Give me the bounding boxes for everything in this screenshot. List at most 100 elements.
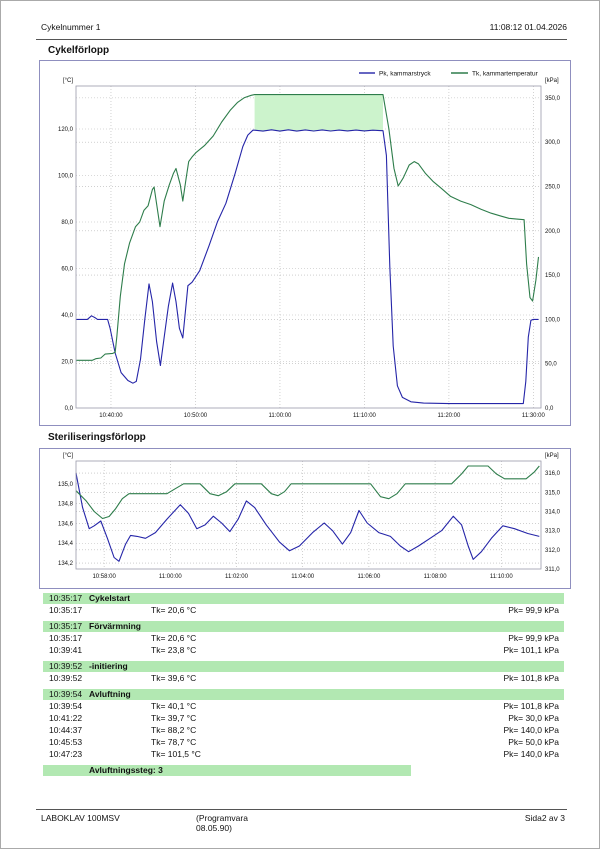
series-line — [76, 94, 540, 361]
log-row-time: 10:39:52 — [49, 673, 83, 683]
device-name: LABOKLAV 100MSV — [41, 813, 120, 823]
sterilization-hold-fill — [254, 94, 383, 132]
x-tick-label: 10:58:00 — [92, 574, 116, 580]
log-phase-band: 10:35:17 Cykelstart — [43, 593, 564, 604]
y-left-tick-label: 60,0 — [61, 267, 73, 273]
log-group: 10:35:17 Cykelstart 10:35:17 Tk= 20,6 °C Pk=… — [36, 593, 567, 616]
log-row-time: 10:41:22 — [49, 713, 83, 723]
log-row-pressure: Pk= 140,0 kPa — [503, 749, 559, 759]
x-tick-label: 11:10:00 — [353, 413, 377, 419]
cycle-log-table: 10:35:17 Cykelstart 10:35:17 Tk= 20,6 °C Pk=… — [36, 593, 567, 776]
plot-frame — [75, 85, 542, 409]
series-line — [75, 472, 540, 562]
y-left-tick-label: 80,0 — [61, 220, 73, 226]
x-tick-label: 10:50:00 — [184, 413, 208, 419]
log-row-temperature: Tk= 40,1 °C — [151, 701, 197, 711]
x-tick-label: 11:06:00 — [357, 574, 381, 580]
log-row: 10:39:41 Tk= 23,8 °C Pk= 101,1 kPa — [36, 644, 567, 656]
y-left-tick-label: 134,6 — [58, 521, 74, 527]
log-group: Avluftningssteg: 3 — [36, 765, 567, 776]
log-phase-band: 10:39:54 Avluftning — [43, 689, 564, 700]
series-line — [76, 129, 539, 405]
x-tick-label: 11:20:00 — [437, 413, 461, 419]
log-row-pressure: Pk= 101,8 kPa — [503, 701, 559, 711]
phase-name: Cykelstart — [89, 593, 131, 603]
x-tick-label: 11:10:00 — [490, 574, 514, 580]
phase-name: Förvärmning — [89, 621, 141, 631]
y-right-tick-label: 0,0 — [545, 406, 554, 412]
y-left-tick-label: 120,0 — [58, 127, 74, 133]
y-right-tick-label: 300,0 — [545, 140, 561, 146]
log-row-temperature: Tk= 39,6 °C — [151, 673, 197, 683]
y-right-tick-label: 150,0 — [545, 273, 561, 279]
log-row-pressure: Pk= 30,0 kPa — [508, 713, 559, 723]
y-left-tick-label: 0,0 — [65, 406, 74, 412]
log-row-temperature: Tk= 20,6 °C — [151, 633, 197, 643]
x-tick-label: 11:08:00 — [424, 574, 448, 580]
log-summary-text: Avluftningssteg: 3 — [89, 765, 163, 775]
y-right-tick-label: 314,0 — [545, 509, 561, 515]
y-right-tick-label: 50,0 — [545, 362, 557, 368]
log-row-time: 10:39:41 — [49, 645, 83, 655]
header-rule — [36, 39, 567, 40]
log-row-time: 10:35:17 — [49, 633, 83, 643]
log-row-temperature: Tk= 101,5 °C — [151, 749, 201, 759]
y-left-tick-label: 134,4 — [58, 541, 74, 547]
cycle-chart-title: Cykelförlopp — [48, 45, 110, 56]
log-row: 10:39:54 Tk= 40,1 °C Pk= 101,8 kPa — [36, 700, 567, 712]
legend-label: Tk, kammartemperatur — [472, 71, 539, 78]
log-row-time: 10:45:53 — [49, 737, 83, 747]
sterilization-chart-title: Steriliseringsförlopp — [48, 432, 146, 443]
chart-frame — [39, 448, 571, 589]
y-left-tick-label: 20,0 — [61, 360, 73, 366]
log-row-time: 10:35:17 — [49, 605, 83, 615]
x-tick-label: 11:00:00 — [159, 574, 183, 580]
x-tick-label: 11:04:00 — [291, 574, 315, 580]
log-row-time: 10:44:37 — [49, 725, 83, 735]
log-summary-band: Avluftningssteg: 3 — [43, 765, 411, 776]
log-row-pressure: Pk= 101,8 kPa — [503, 673, 559, 683]
phase-name: Avluftning — [89, 689, 131, 699]
footer-rule — [36, 809, 567, 810]
y-right-tick-label: 315,0 — [545, 490, 561, 496]
y-right-unit: [kPa] — [545, 453, 559, 459]
y-left-tick-label: 100,0 — [58, 174, 74, 180]
log-row-time: 10:47:23 — [49, 749, 83, 759]
phase-name: -initiering — [89, 661, 128, 671]
log-row-pressure: Pk= 50,0 kPa — [508, 737, 559, 747]
log-row: 10:41:22 Tk= 39,7 °C Pk= 30,0 kPa — [36, 712, 567, 724]
software-version-line2: 08.05.90) — [196, 823, 232, 833]
x-tick-label: 11:30:00 — [522, 413, 546, 419]
log-row-pressure: Pk= 99,9 kPa — [508, 633, 559, 643]
legend-label: Pk, kammarstryck — [379, 71, 431, 78]
y-left-unit: [°C] — [63, 78, 73, 84]
page-number: Sida2 av 3 — [524, 813, 565, 823]
log-group: 10:39:52 -initiering 10:39:52 Tk= 39,6 °C Pk… — [36, 661, 567, 684]
y-right-unit: [kPa] — [545, 78, 559, 84]
y-left-tick-label: 134,2 — [58, 561, 74, 567]
phase-time: 10:39:52 — [49, 661, 83, 671]
y-right-tick-label: 316,0 — [545, 471, 561, 477]
log-row: 10:47:23 Tk= 101,5 °C Pk= 140,0 kPa — [36, 748, 567, 760]
log-row-pressure: Pk= 101,1 kPa — [503, 645, 559, 655]
cycle-number-label: Cykelnummer 1 — [41, 22, 101, 32]
software-version-line1: (Programvara — [196, 813, 248, 823]
log-row-temperature: Tk= 39,7 °C — [151, 713, 197, 723]
series-line — [75, 465, 540, 520]
report-timestamp: 11:08:12 01.04.2026 — [489, 22, 567, 32]
y-right-tick-label: 200,0 — [545, 229, 561, 235]
log-row-time: 10:39:54 — [49, 701, 83, 711]
phase-time: 10:35:17 — [49, 621, 83, 631]
log-phase-band: 10:35:17 Förvärmning — [43, 621, 564, 632]
log-row: 10:45:53 Tk= 78,7 °C Pk= 50,0 kPa — [36, 736, 567, 748]
y-right-tick-label: 311,0 — [545, 567, 560, 573]
log-row-temperature: Tk= 78,7 °C — [151, 737, 197, 747]
x-tick-label: 11:00:00 — [268, 413, 292, 419]
plot-frame — [75, 460, 542, 570]
phase-time: 10:35:17 — [49, 593, 83, 603]
phase-time: 10:39:54 — [49, 689, 83, 699]
y-right-tick-label: 100,0 — [545, 317, 561, 323]
y-right-tick-label: 250,0 — [545, 184, 561, 190]
log-group: 10:35:17 Förvärmning 10:35:17 Tk= 20,6 °C Pk… — [36, 621, 567, 656]
